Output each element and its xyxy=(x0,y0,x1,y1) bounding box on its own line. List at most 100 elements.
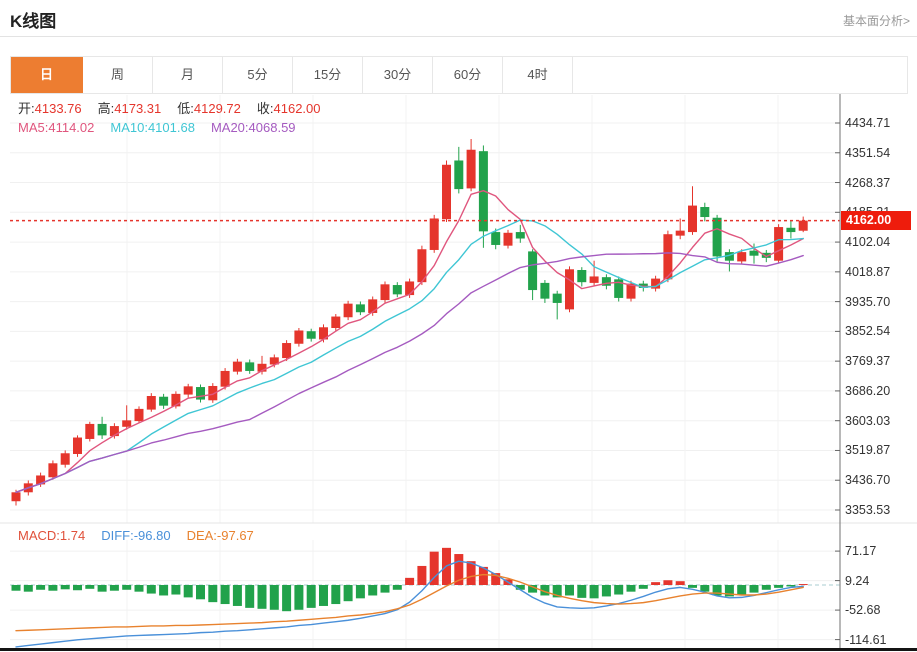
tab-30min[interactable]: 30分 xyxy=(363,57,433,93)
readout-item: MA20:4068.59 xyxy=(210,120,296,135)
axis-tick-label: -114.61 xyxy=(845,632,887,647)
candle xyxy=(159,396,169,406)
candle xyxy=(737,252,747,262)
macd-histogram-bar xyxy=(208,585,218,603)
tab-4hour[interactable]: 4时 xyxy=(503,57,573,93)
ma10-line xyxy=(15,219,804,493)
candle xyxy=(601,277,611,286)
macd-histogram-bar xyxy=(540,585,550,596)
candle xyxy=(355,304,365,313)
candle xyxy=(319,327,328,340)
macd-histogram-bar xyxy=(282,585,292,612)
macd-histogram-bar xyxy=(306,585,316,608)
macd-histogram-bar xyxy=(700,585,710,592)
macd-histogram-bar xyxy=(48,585,58,591)
candle xyxy=(343,303,353,318)
candle xyxy=(712,217,722,257)
tab-month[interactable]: 月 xyxy=(153,57,223,93)
candle xyxy=(282,343,292,359)
candle xyxy=(429,218,439,250)
macd-histogram-bar xyxy=(122,585,132,590)
macd-histogram-bar xyxy=(454,554,464,585)
candle xyxy=(565,269,574,310)
tab-week[interactable]: 周 xyxy=(83,57,153,93)
macd-histogram-bar xyxy=(466,561,476,585)
candle xyxy=(220,370,230,387)
candle xyxy=(294,330,304,344)
axis-tick-label: 3353.53 xyxy=(845,503,891,517)
candle xyxy=(405,281,415,296)
candle xyxy=(36,475,46,485)
candle xyxy=(761,252,771,258)
readout-item: 收:4162.00 xyxy=(256,101,321,116)
macd-histogram-bar xyxy=(232,585,242,606)
candle xyxy=(798,220,808,231)
candle xyxy=(614,279,624,298)
macd-histogram-bar xyxy=(146,585,156,594)
macd-histogram-bar xyxy=(60,585,70,590)
candle xyxy=(724,252,734,261)
candle xyxy=(97,423,107,436)
candle xyxy=(331,316,341,328)
macd-histogram-bar xyxy=(429,551,439,585)
candle xyxy=(700,207,710,218)
macd-histogram-bar xyxy=(749,585,759,593)
candle xyxy=(577,270,587,283)
diff-line xyxy=(15,560,804,648)
candle xyxy=(528,251,538,291)
macd-histogram-bar xyxy=(724,585,734,597)
candle xyxy=(503,232,513,246)
macd-histogram-bar xyxy=(380,585,390,593)
tab-60min[interactable]: 60分 xyxy=(433,57,503,93)
macd-histogram-bar xyxy=(577,585,587,598)
candle xyxy=(232,361,242,372)
candle xyxy=(183,386,193,395)
candle xyxy=(392,285,402,295)
tab-day[interactable]: 日 xyxy=(11,57,83,93)
fundamental-analysis-link[interactable]: 基本面分析> xyxy=(842,14,910,28)
axis-tick-label: 4018.87 xyxy=(845,264,891,279)
candle xyxy=(663,234,673,280)
axis-tick-label: 3935.70 xyxy=(845,294,891,309)
macd-histogram-bar xyxy=(257,585,267,609)
macd-histogram-bar xyxy=(515,585,525,590)
axis-tick-label: 3603.03 xyxy=(845,413,891,428)
candle xyxy=(196,387,205,400)
macd-histogram-bar xyxy=(786,585,796,587)
tab-15min[interactable]: 15分 xyxy=(293,57,363,93)
macd-histogram-bar xyxy=(528,585,538,593)
candle xyxy=(306,331,316,339)
macd-histogram-bar xyxy=(23,585,33,592)
macd-histogram-bar xyxy=(85,585,95,589)
axis-tick-label: 3686.20 xyxy=(845,383,891,398)
period-tabbar: 日周月 5分 15分 30分 60分 4时 xyxy=(10,56,908,94)
ohlc-readout: 开:4133.76 高:4173.31 低:4129.72 收:4162.00 xyxy=(18,98,337,116)
readout-item: 高:4173.31 xyxy=(97,101,162,116)
macd-histogram-bar xyxy=(343,585,353,602)
candle xyxy=(171,393,181,407)
macd-histogram-bar xyxy=(688,585,697,588)
candle xyxy=(491,232,501,245)
readout-item: DEA:-97.67 xyxy=(186,528,254,543)
candle xyxy=(208,385,218,401)
axis-tick-label: 9.24 xyxy=(845,573,870,588)
candle xyxy=(257,363,267,372)
candle xyxy=(380,284,390,301)
macd-histogram-bar xyxy=(737,585,747,595)
axis-tick-label: 4268.37 xyxy=(845,175,891,190)
readout-item: 开:4133.76 xyxy=(18,101,82,116)
axis-tick-label: 3769.37 xyxy=(845,354,891,369)
candle xyxy=(442,164,451,220)
axis-tick-label: 3436.70 xyxy=(845,473,891,488)
macd-histogram-bar xyxy=(294,585,304,610)
macd-histogram-bar xyxy=(97,585,107,592)
candle xyxy=(651,278,661,289)
macd-histogram-bar xyxy=(331,585,341,605)
readout-item: DIFF:-96.80 xyxy=(101,528,171,543)
tab-5min[interactable]: 5分 xyxy=(223,57,293,93)
ma5-line xyxy=(15,189,804,493)
readout-item: 低:4129.72 xyxy=(177,101,241,116)
bottom-border xyxy=(0,648,917,651)
candle xyxy=(73,437,82,454)
